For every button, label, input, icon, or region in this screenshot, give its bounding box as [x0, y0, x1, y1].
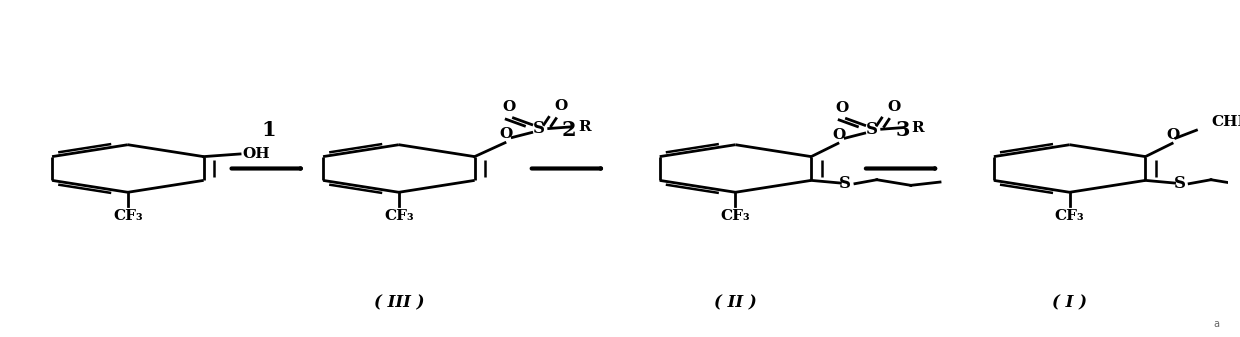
Text: CF₃: CF₃ — [1055, 209, 1085, 223]
Text: OH: OH — [243, 147, 270, 161]
Text: CF₃: CF₃ — [720, 209, 750, 223]
Text: O: O — [1167, 128, 1180, 142]
Text: S: S — [839, 175, 851, 192]
Text: O: O — [502, 100, 516, 114]
Text: R: R — [911, 121, 924, 134]
Text: O: O — [554, 99, 568, 113]
Text: R: R — [578, 120, 590, 134]
Text: 1: 1 — [262, 120, 277, 141]
Text: ( I ): ( I ) — [1052, 295, 1087, 312]
Text: S: S — [866, 121, 878, 138]
Text: 3: 3 — [895, 120, 910, 141]
Text: O: O — [500, 127, 513, 142]
Text: S: S — [1173, 175, 1185, 192]
Text: CF₃: CF₃ — [384, 209, 414, 223]
Text: O: O — [832, 128, 846, 142]
Text: CF₃: CF₃ — [113, 209, 143, 223]
Text: O: O — [888, 100, 900, 114]
Text: O: O — [835, 101, 848, 115]
Text: 2: 2 — [562, 120, 577, 141]
Text: ( II ): ( II ) — [714, 295, 756, 312]
Text: a: a — [1213, 319, 1219, 329]
Text: S: S — [533, 120, 546, 137]
Text: CHF₂: CHF₂ — [1211, 115, 1240, 128]
Text: ( III ): ( III ) — [373, 295, 424, 312]
